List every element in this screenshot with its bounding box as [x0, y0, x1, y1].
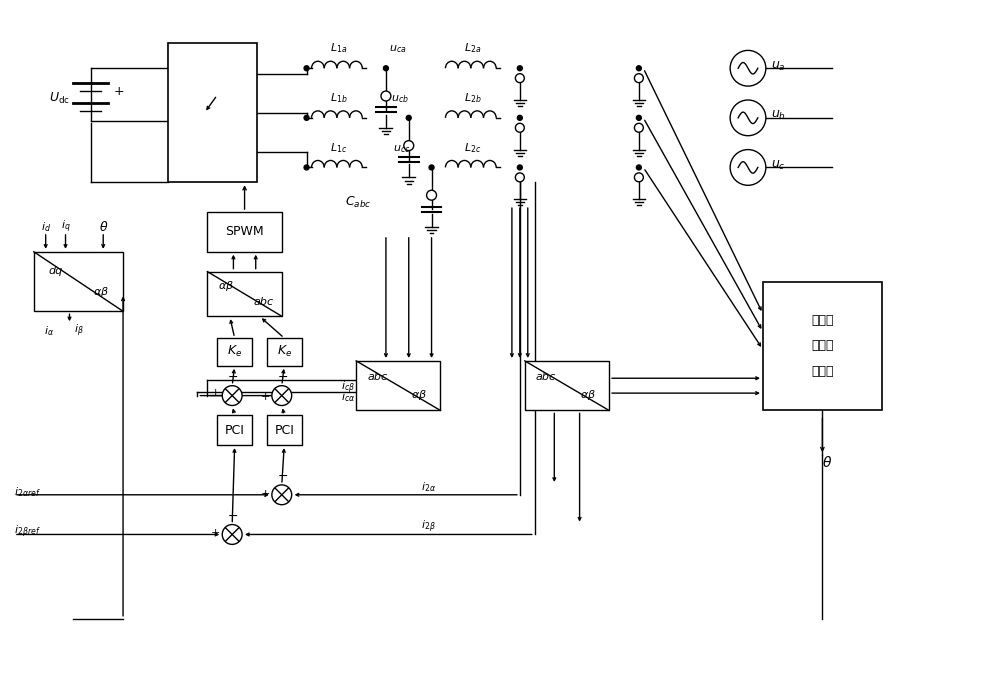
Text: $\alpha\beta$: $\alpha\beta$ — [411, 388, 427, 401]
Circle shape — [272, 386, 292, 406]
Text: 锁相环: 锁相环 — [811, 366, 834, 378]
Circle shape — [636, 66, 641, 70]
Text: SPWM: SPWM — [225, 225, 264, 238]
Text: $\alpha\beta$: $\alpha\beta$ — [93, 285, 109, 299]
Text: −: − — [278, 471, 288, 484]
Text: dq: dq — [49, 266, 63, 276]
Text: 三相电: 三相电 — [811, 314, 834, 327]
FancyBboxPatch shape — [763, 281, 882, 410]
FancyBboxPatch shape — [34, 252, 123, 311]
Circle shape — [383, 66, 388, 70]
Text: $L_{1a}$: $L_{1a}$ — [330, 41, 348, 55]
Text: $i_{c\beta}$: $i_{c\beta}$ — [341, 379, 355, 396]
Text: $i_{c\alpha}$: $i_{c\alpha}$ — [341, 390, 356, 404]
Text: $\theta$: $\theta$ — [822, 455, 832, 470]
Text: −: − — [228, 510, 238, 523]
Circle shape — [730, 149, 766, 185]
Text: $i_{2\alpha ref}$: $i_{2\alpha ref}$ — [14, 485, 41, 499]
Text: $K_e$: $K_e$ — [277, 344, 292, 359]
Circle shape — [515, 74, 524, 83]
Text: $i_{2\alpha}$: $i_{2\alpha}$ — [421, 480, 436, 494]
Text: abc: abc — [253, 297, 273, 307]
Text: $U_{\rm dc}$: $U_{\rm dc}$ — [49, 91, 70, 106]
Circle shape — [515, 123, 524, 132]
Text: $u_{ca}$: $u_{ca}$ — [389, 44, 406, 55]
Text: $L_{1c}$: $L_{1c}$ — [330, 141, 347, 155]
Text: $K_e$: $K_e$ — [227, 344, 242, 359]
FancyBboxPatch shape — [267, 415, 302, 445]
FancyBboxPatch shape — [267, 338, 302, 366]
FancyBboxPatch shape — [217, 338, 252, 366]
Text: abc: abc — [536, 372, 556, 381]
Text: +: + — [260, 392, 270, 401]
Circle shape — [636, 165, 641, 170]
Text: $i_{2\beta}$: $i_{2\beta}$ — [421, 518, 435, 535]
Text: $i_{2\beta ref}$: $i_{2\beta ref}$ — [14, 523, 41, 540]
Circle shape — [304, 115, 309, 120]
Text: −: − — [228, 371, 238, 384]
Text: −: − — [278, 371, 288, 384]
Circle shape — [730, 50, 766, 86]
Text: 网电压: 网电压 — [811, 339, 834, 352]
Text: $L_{2c}$: $L_{2c}$ — [464, 141, 481, 155]
Circle shape — [406, 115, 411, 120]
FancyBboxPatch shape — [525, 361, 609, 410]
Circle shape — [304, 66, 309, 70]
FancyBboxPatch shape — [207, 272, 282, 316]
FancyBboxPatch shape — [207, 212, 282, 252]
Circle shape — [730, 100, 766, 135]
Circle shape — [634, 74, 643, 83]
Text: +: + — [211, 388, 220, 397]
Text: $L_{2b}$: $L_{2b}$ — [464, 91, 482, 105]
Text: PCI: PCI — [274, 424, 294, 437]
Text: PCI: PCI — [225, 424, 245, 437]
Text: +: + — [113, 84, 124, 97]
Circle shape — [304, 165, 309, 170]
Text: $i_d$: $i_d$ — [41, 220, 51, 234]
Text: $u_a$: $u_a$ — [771, 59, 786, 73]
Text: $i_q$: $i_q$ — [61, 219, 70, 235]
Circle shape — [272, 485, 292, 504]
Text: $L_{1b}$: $L_{1b}$ — [330, 91, 348, 105]
Circle shape — [517, 165, 522, 170]
Text: $u_c$: $u_c$ — [771, 159, 785, 172]
Text: $u_{cb}$: $u_{cb}$ — [391, 93, 409, 105]
Text: $\alpha\beta$: $\alpha\beta$ — [580, 388, 596, 401]
Text: $C_{abc}$: $C_{abc}$ — [345, 195, 371, 209]
Circle shape — [381, 91, 391, 101]
Text: $i_{\beta}$: $i_{\beta}$ — [74, 323, 83, 339]
Circle shape — [429, 165, 434, 170]
Text: $L_{2a}$: $L_{2a}$ — [464, 41, 481, 55]
FancyBboxPatch shape — [168, 44, 257, 182]
Text: $u_{cc}$: $u_{cc}$ — [393, 143, 410, 155]
Text: +: + — [260, 489, 270, 499]
Circle shape — [636, 115, 641, 120]
Circle shape — [515, 173, 524, 182]
Circle shape — [222, 386, 242, 406]
Text: +: + — [211, 529, 220, 538]
Text: abc: abc — [367, 372, 387, 381]
Text: $\alpha\beta$: $\alpha\beta$ — [218, 279, 234, 293]
Circle shape — [427, 190, 437, 200]
FancyBboxPatch shape — [217, 415, 252, 445]
Text: $i_{\alpha}$: $i_{\alpha}$ — [44, 324, 54, 338]
Circle shape — [404, 141, 414, 151]
Circle shape — [634, 173, 643, 182]
Text: $\theta$: $\theta$ — [99, 220, 108, 234]
FancyBboxPatch shape — [356, 361, 440, 410]
Circle shape — [517, 115, 522, 120]
Text: $u_b$: $u_b$ — [771, 109, 786, 122]
Circle shape — [517, 66, 522, 70]
Circle shape — [222, 524, 242, 545]
Circle shape — [634, 123, 643, 132]
